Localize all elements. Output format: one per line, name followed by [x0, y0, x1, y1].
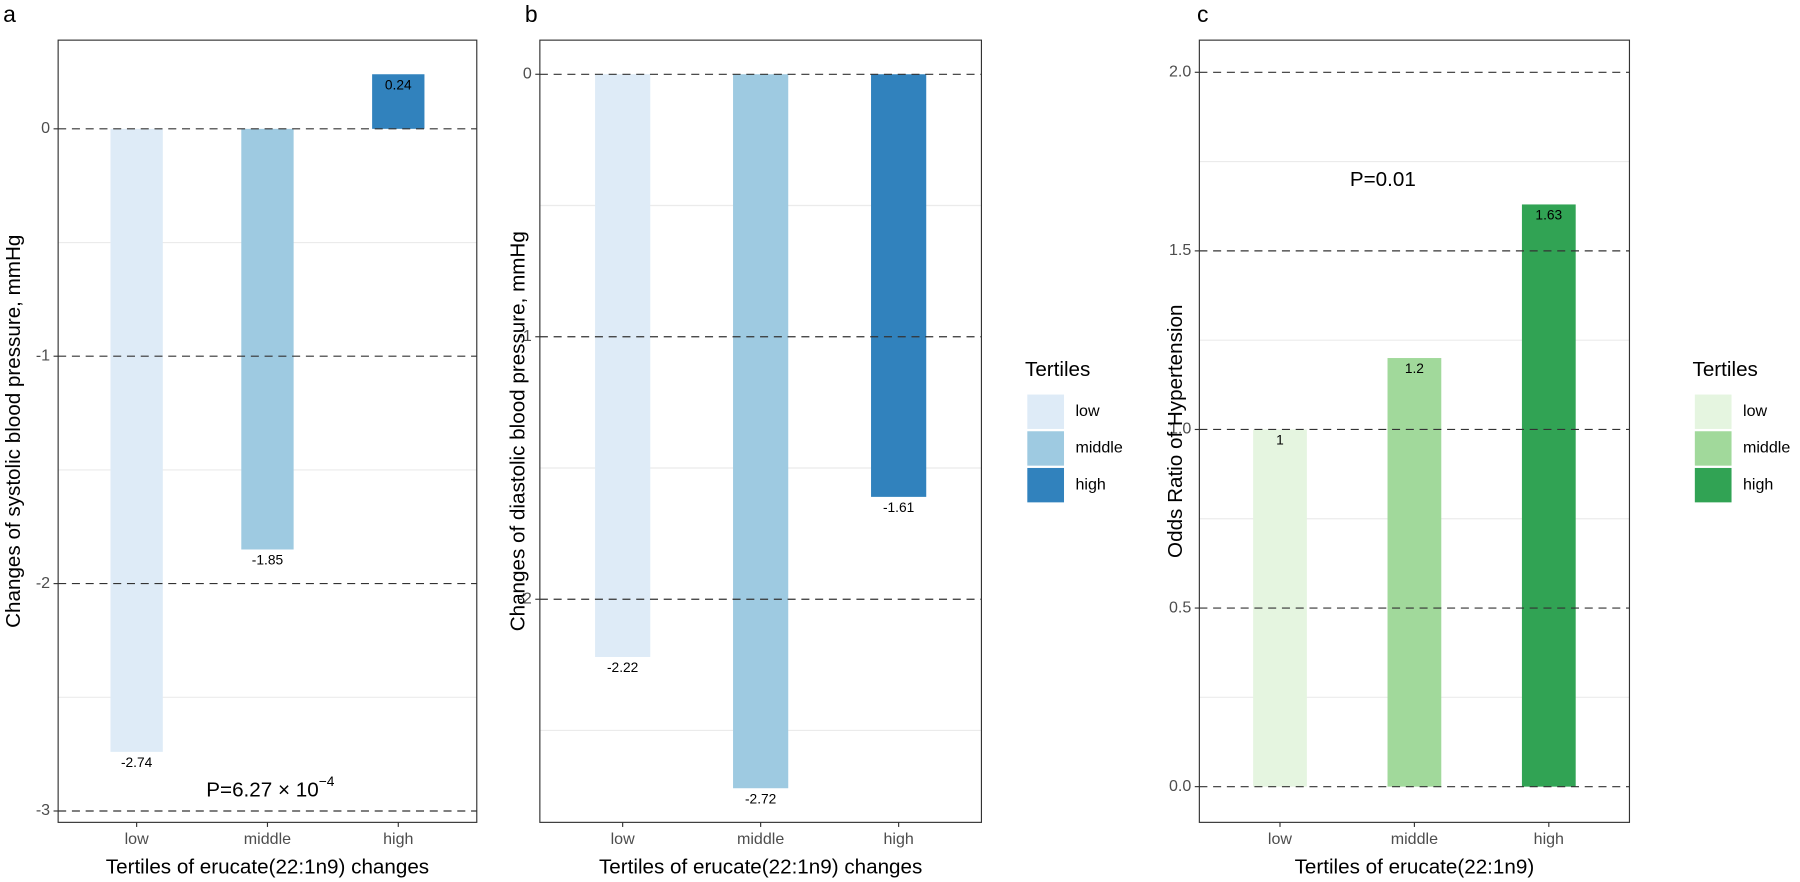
- bar: [241, 128, 294, 550]
- legend-title: Tertiles: [1025, 358, 1090, 381]
- y-tick-label: 2.0: [1169, 63, 1191, 81]
- value-label: 1.63: [1535, 208, 1562, 223]
- y-tick-label: -3: [36, 801, 50, 819]
- value-label: -1.85: [252, 553, 284, 568]
- annotation: P=6.27 × 10−4: [206, 774, 334, 802]
- bar: [372, 74, 425, 129]
- y-tick-label: -2: [36, 574, 50, 592]
- y-tick-label: -1: [518, 327, 532, 345]
- legend-title: Tertiles: [1693, 358, 1758, 381]
- annotation: P=0.01: [1350, 169, 1416, 192]
- value-label: -2.72: [745, 791, 776, 806]
- legend-label: middle: [1075, 439, 1122, 457]
- value-label: 1.2: [1405, 361, 1424, 376]
- value-label: -1.61: [883, 500, 914, 515]
- y-tick-label: 0: [41, 119, 50, 137]
- bar: [110, 128, 163, 752]
- legend-key: [1694, 394, 1732, 429]
- value-label: 1: [1276, 433, 1284, 448]
- panel-border: [57, 39, 478, 823]
- legend-key: [1694, 431, 1732, 466]
- x-tick-label: low: [611, 830, 635, 848]
- value-label: -2.22: [607, 660, 638, 675]
- x-tick-label: low: [125, 830, 149, 848]
- legend-label: high: [1743, 475, 1773, 493]
- y-axis-title: Odds Ratio of Hypertension: [1164, 305, 1187, 558]
- legend-key: [1027, 467, 1065, 503]
- panel-border: [1198, 39, 1631, 823]
- annotation-text: P=6.27 × 10: [206, 779, 318, 802]
- x-axis-title: Tertiles of erucate(22:1n9) changes: [106, 856, 429, 879]
- legend-label: low: [1075, 402, 1099, 420]
- y-tick-label: -1: [36, 346, 50, 364]
- legend-key: [1027, 394, 1065, 429]
- y-tick-label: 1.5: [1169, 241, 1191, 259]
- x-tick-label: high: [383, 830, 413, 848]
- legend-label: middle: [1743, 439, 1790, 457]
- panel-letter: c: [1197, 1, 1208, 27]
- bar: [595, 74, 651, 657]
- x-tick-label: middle: [244, 830, 291, 848]
- legend-label: high: [1075, 475, 1105, 493]
- y-tick-label: 0.5: [1169, 598, 1191, 616]
- y-tick-label: -2: [518, 589, 532, 607]
- y-axis-title: Changes of systolic blood pressure, mmHg: [2, 235, 25, 628]
- y-tick-label: 1.0: [1169, 420, 1191, 438]
- x-axis-title: Tertiles of erucate(22:1n9) changes: [599, 856, 922, 879]
- x-axis-title: Tertiles of erucate(22:1n9): [1295, 856, 1535, 879]
- panel-letter: b: [525, 1, 538, 27]
- annotation-superscript: −4: [319, 774, 335, 789]
- legend-key: [1694, 467, 1732, 503]
- panel-letter: a: [3, 1, 16, 27]
- value-label: -2.74: [121, 755, 153, 770]
- panel-border: [539, 39, 983, 823]
- y-tick-label: 0.0: [1169, 777, 1191, 795]
- bar: [871, 74, 927, 497]
- bar: [1521, 204, 1576, 787]
- legend-key: [1027, 431, 1065, 466]
- x-tick-label: middle: [1391, 830, 1438, 848]
- annotation-text: P=0.01: [1350, 169, 1416, 192]
- bar: [1387, 358, 1442, 787]
- y-tick-label: 0: [523, 65, 532, 83]
- y-axis-title: Changes of diastolic blood pressure, mmH…: [507, 231, 530, 631]
- x-tick-label: high: [883, 830, 913, 848]
- x-tick-label: middle: [737, 830, 784, 848]
- x-tick-label: high: [1534, 830, 1564, 848]
- legend-label: low: [1743, 402, 1767, 420]
- x-tick-label: low: [1268, 830, 1292, 848]
- value-label: 0.24: [385, 77, 412, 92]
- bar: [733, 74, 789, 789]
